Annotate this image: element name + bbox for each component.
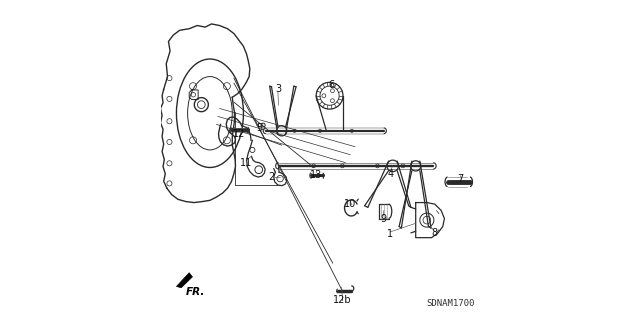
Polygon shape (177, 273, 193, 288)
Text: 9: 9 (380, 213, 386, 224)
Text: 1: 1 (387, 229, 393, 240)
Text: 13: 13 (310, 170, 323, 181)
Text: 3: 3 (275, 84, 281, 94)
Text: 5: 5 (256, 122, 262, 133)
Text: 12b: 12b (333, 295, 351, 305)
Text: 4: 4 (387, 169, 393, 179)
Text: FR.: FR. (186, 287, 205, 297)
Text: SDNAM1700: SDNAM1700 (427, 299, 475, 308)
Text: 10: 10 (344, 199, 356, 209)
Text: 2: 2 (268, 172, 275, 182)
Text: 11: 11 (240, 158, 252, 168)
Text: 7: 7 (457, 174, 463, 184)
Text: 6: 6 (328, 79, 334, 90)
Text: 12: 12 (234, 129, 246, 139)
Text: 8: 8 (432, 228, 438, 238)
